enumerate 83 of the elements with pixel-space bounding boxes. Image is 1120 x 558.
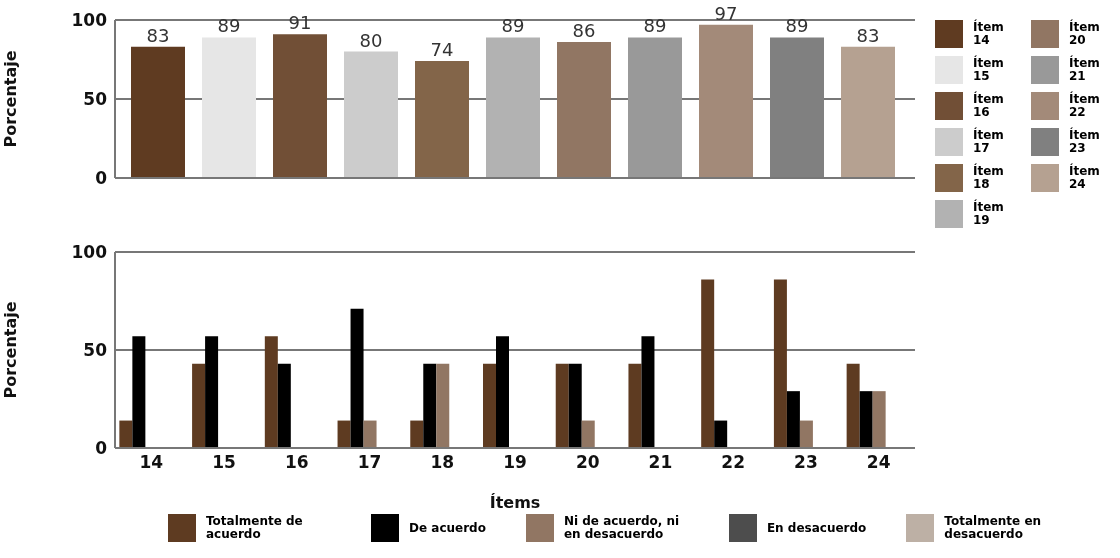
data-label: 89 — [785, 15, 809, 37]
bar — [423, 363, 437, 448]
bar — [846, 363, 860, 448]
data-label: 97 — [714, 2, 738, 24]
y-tick-label: 100 — [71, 10, 108, 31]
bar — [714, 420, 728, 448]
legend-label: Totalmente en desacuerdo — [944, 514, 1043, 541]
legend-label: Ítem 22 — [1069, 92, 1101, 119]
y-axis-title: Porcentaje — [0, 301, 20, 399]
x-tick-label: 24 — [866, 452, 891, 473]
x-tick-label: 15 — [212, 452, 236, 473]
bar — [415, 61, 469, 178]
bar — [786, 391, 800, 448]
legend-label: Ítem 23 — [1069, 128, 1101, 155]
bar — [628, 363, 642, 448]
legend-label: Ni de acuerdo, ni en desacuerdo — [563, 514, 681, 541]
x-tick-label: 23 — [794, 452, 818, 473]
bar — [859, 391, 873, 448]
bar — [277, 363, 291, 448]
x-tick-label: 20 — [575, 452, 600, 473]
legend-label: Totalmente de acuerdo — [206, 514, 304, 541]
bar — [273, 34, 327, 178]
bar — [350, 308, 364, 448]
legend-label: Ítem 21 — [1069, 56, 1101, 83]
bar — [205, 336, 219, 448]
legend-label: Ítem 16 — [973, 92, 1005, 119]
y-axis-title: Porcentaje — [0, 50, 20, 148]
y-tick-label: 50 — [83, 89, 108, 110]
y-tick-label: 0 — [95, 438, 108, 459]
bar — [841, 46, 895, 178]
bar — [483, 363, 496, 448]
bar — [628, 37, 682, 178]
bar — [555, 363, 569, 448]
bar — [337, 420, 351, 448]
bar — [568, 363, 582, 448]
data-label: 83 — [856, 24, 880, 46]
bar — [799, 420, 813, 448]
bar — [132, 336, 146, 448]
bar — [363, 420, 377, 448]
y-tick-label: 100 — [71, 242, 108, 263]
bar — [486, 37, 540, 178]
legend-label: Ítem 15 — [973, 56, 1005, 83]
bar — [192, 363, 206, 448]
x-tick-label: 22 — [721, 452, 746, 473]
x-tick-label: 14 — [139, 452, 164, 473]
bar — [410, 420, 424, 448]
data-label: 80 — [359, 29, 383, 51]
legend-label: Ítem 18 — [973, 164, 1005, 191]
data-label: 86 — [572, 20, 596, 42]
data-label: 74 — [430, 39, 454, 61]
legend-label: De acuerdo — [409, 520, 486, 535]
x-tick-label: 16 — [284, 452, 309, 473]
bar — [436, 363, 450, 448]
bar — [131, 46, 185, 178]
legend-label: Ítem 14 — [973, 20, 1005, 47]
legend-label: Ítem 19 — [973, 200, 1005, 227]
bar — [641, 336, 655, 448]
bar — [699, 24, 753, 178]
x-tick-label: 18 — [430, 452, 455, 473]
bar — [773, 279, 787, 448]
legend-label: Ítem 17 — [973, 128, 1005, 155]
bar — [872, 391, 886, 448]
legend-label: Ítem 20 — [1069, 20, 1101, 47]
data-label: 89 — [643, 15, 667, 37]
bar — [581, 420, 595, 448]
data-label: 83 — [146, 24, 170, 46]
x-tick-label: 21 — [648, 452, 673, 473]
x-axis-title: Ítems — [489, 493, 541, 512]
bar — [496, 336, 509, 448]
legend-label: En desacuerdo — [766, 520, 867, 535]
data-label: 89 — [217, 15, 241, 37]
x-tick-label: 17 — [357, 452, 382, 473]
y-tick-label: 50 — [83, 340, 108, 361]
bar — [264, 336, 278, 448]
bar — [701, 279, 715, 448]
bar — [119, 420, 133, 448]
legend-label: Ítem 24 — [1069, 164, 1101, 191]
data-label: 89 — [501, 15, 525, 37]
bar — [202, 37, 256, 178]
bar — [557, 42, 611, 178]
bar — [344, 51, 398, 178]
y-tick-label: 0 — [95, 168, 108, 189]
x-tick-label: 19 — [503, 452, 527, 473]
